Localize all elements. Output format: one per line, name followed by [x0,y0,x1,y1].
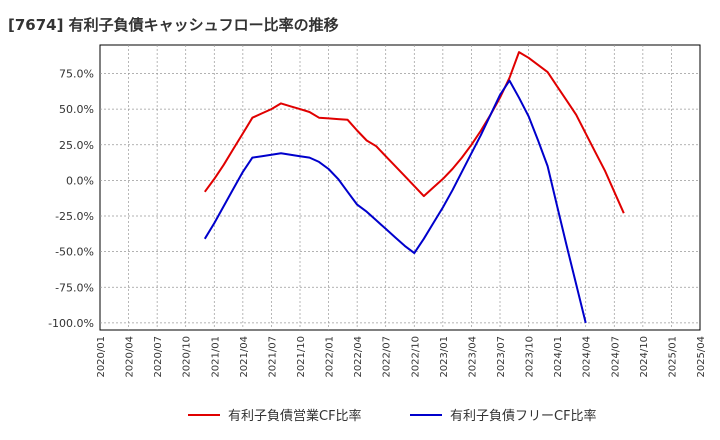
y-tick-label: 75.0% [59,68,94,81]
x-tick-label: 2022/10 [410,336,421,378]
x-axis-ticks: 2020/01 2020/04 2020/07 2020/10 2021/01 2021/… [96,336,707,378]
series-line-2 [203,79,587,324]
legend: 有利子負債営業CF比率 有利子負債フリーCF比率 [188,408,597,424]
x-tick-label: 2025/01 [667,336,678,378]
x-tick-label: 2024/04 [582,336,593,378]
y-tick-label: -75.0% [55,281,94,294]
x-tick-label: 2024/10 [639,336,650,378]
legend-label-2: 有利子負債フリーCF比率 [450,408,597,424]
x-tick-label: 2023/10 [525,336,536,378]
x-tick-label: 2022/07 [382,336,393,378]
grid-lines [100,45,700,330]
x-tick-label: 2021/01 [210,336,221,378]
x-tick-label: 2020/01 [96,336,107,378]
x-tick-label: 2021/07 [267,336,278,378]
x-tick-label: 2020/07 [153,336,164,378]
y-tick-label: -50.0% [55,246,94,259]
x-tick-label: 2023/01 [439,336,450,378]
y-tick-label: 25.0% [59,139,94,152]
series-line-1 [203,51,625,214]
x-tick-label: 2021/10 [296,336,307,378]
y-tick-label: 50.0% [59,103,94,116]
x-tick-label: 2023/07 [496,336,507,378]
x-tick-label: 2020/10 [182,336,193,378]
x-tick-label: 2024/07 [610,336,621,378]
plot-area [99,44,701,331]
series-layer [203,51,625,324]
legend-label-1: 有利子負債営業CF比率 [228,408,362,424]
x-tick-label: 2022/01 [325,336,336,378]
x-tick-label: 2024/01 [553,336,564,378]
x-tick-label: 2020/04 [125,336,136,378]
x-tick-label: 2025/04 [696,336,707,378]
chart-title: [7674] 有利子負債キャッシュフロー比率の推移 [8,16,339,34]
x-tick-label: 2023/04 [467,336,478,378]
y-axis-ticks: 75.0% 50.0% 25.0% 0.0% -25.0% -50.0% -75.0% -10… [48,68,94,330]
y-tick-label: 0.0% [66,174,94,187]
x-tick-label: 2021/04 [239,336,250,378]
y-tick-label: -100.0% [48,317,94,330]
y-tick-label: -25.0% [55,210,94,223]
x-tick-label: 2022/04 [353,336,364,378]
